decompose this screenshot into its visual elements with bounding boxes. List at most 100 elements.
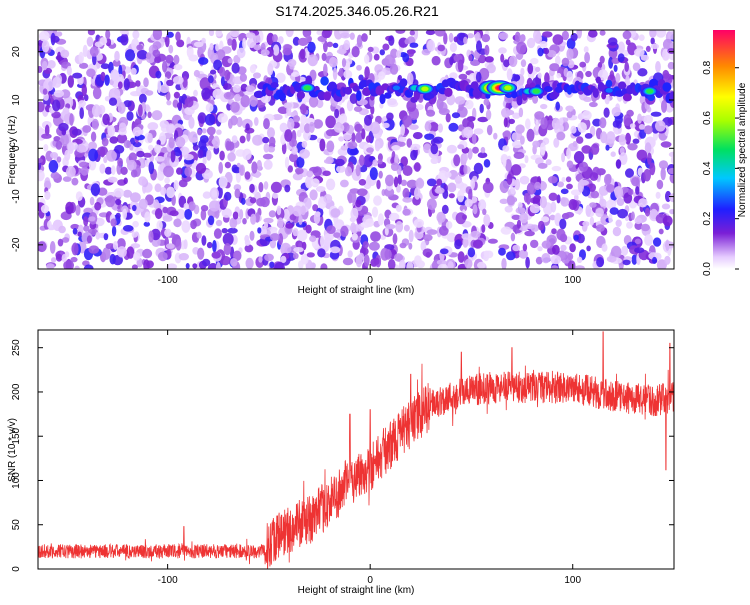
spectrogram-cell (292, 228, 299, 237)
spectrogram-signal-cell (516, 95, 523, 106)
spectrogram-cell (293, 115, 300, 123)
spectrogram-cell (46, 263, 55, 269)
spectrogram-cell (115, 212, 121, 219)
spectrogram-cell (65, 201, 74, 215)
spectrogram-cell (603, 107, 610, 118)
spectrogram-cell (199, 77, 211, 91)
spectrogram-cell (222, 232, 234, 246)
spectrogram-cell (464, 258, 473, 269)
spectrogram-cell (566, 48, 574, 61)
spectrogram-cell (498, 32, 509, 40)
spectrogram-cell (365, 218, 374, 227)
spectrogram-cell (503, 59, 510, 68)
spectrogram-cell (239, 164, 245, 176)
spectrogram-cell (316, 30, 324, 36)
spectrogram-cell (299, 122, 305, 134)
spectrogram-cell (231, 135, 238, 144)
spectrogram-cell (257, 227, 262, 234)
spectrogram-cell (351, 46, 360, 58)
spectrogram-cell (233, 184, 242, 191)
spectrogram-cell (103, 233, 109, 241)
spectrogram-cell (590, 143, 600, 155)
spectrogram-cell (529, 203, 541, 214)
spectrogram-cell (317, 248, 326, 258)
spectrogram-cell (669, 209, 674, 215)
spectrogram-cell (473, 162, 484, 175)
spectrogram-cell (82, 125, 92, 133)
spectrogram-cell (576, 256, 583, 263)
spectrogram-cell (83, 94, 89, 102)
spectrogram-cell (508, 118, 515, 125)
spectrogram-cell (447, 261, 454, 269)
spectrogram-cell (565, 211, 575, 218)
spectrogram-cell (258, 256, 263, 263)
spectrogram-cell (436, 211, 446, 223)
spectrogram-cell (637, 113, 643, 124)
spectrogram-cell (170, 150, 176, 163)
spectrogram-cell (339, 113, 348, 125)
spectrogram-cell (263, 118, 270, 130)
spectrogram-cell (70, 223, 80, 230)
spectrogram-peak (605, 88, 613, 93)
spectrogram-cell (184, 208, 193, 220)
spectrogram-cell (157, 251, 168, 262)
spectrogram-cell (340, 225, 349, 237)
spectrogram-cell (644, 234, 654, 246)
spectrogram-cell (396, 184, 401, 193)
spectrogram-cell (430, 143, 439, 155)
y-tick-label: 0 (11, 566, 22, 572)
x-tick-label: -100 (158, 275, 178, 286)
spectrogram-cell (99, 163, 106, 174)
spectrogram-cell (597, 61, 603, 69)
spectrogram-cell (227, 38, 233, 46)
spectrogram-cell (239, 73, 247, 82)
spectrogram-cell (400, 124, 406, 136)
spectrogram-cell (156, 220, 163, 231)
spectrogram-cell (166, 123, 176, 134)
spectrogram-cell (118, 122, 127, 133)
spectrogram-cell (458, 73, 468, 80)
spectrogram-cell (621, 245, 629, 256)
spectrogram-cell (277, 36, 284, 45)
spectrogram-cell (505, 159, 512, 172)
spectrogram-cell (506, 251, 516, 261)
spectrogram-cell (635, 186, 640, 195)
spectrogram-cell (649, 162, 656, 176)
spectrogram-cell (109, 136, 119, 144)
spectrogram-cell (412, 132, 423, 140)
x-tick-label: 0 (367, 575, 373, 586)
spectrogram-cell (559, 218, 567, 230)
spectrogram-cell (75, 204, 81, 216)
snr-x-ticks: -100 0 100 (158, 330, 582, 586)
spectrogram-cell (535, 66, 541, 73)
spectrogram-cell (230, 101, 240, 113)
spectrogram-cell (272, 44, 280, 56)
spectrogram-cell (523, 193, 529, 203)
spectrogram-cell (148, 161, 155, 175)
spectrogram-cell (119, 30, 129, 35)
spectrogram-cell (640, 223, 651, 232)
spectrogram-cell (356, 34, 363, 48)
spectrogram-signal-cell (511, 90, 518, 99)
spectrogram-cell (618, 134, 627, 146)
spectrogram-cell (209, 43, 214, 51)
spectrogram-cell (326, 41, 333, 48)
spectrogram-cell (172, 75, 184, 85)
spectrogram-cell (470, 178, 476, 190)
spectrogram-cell (406, 138, 413, 148)
spectrogram-cell (574, 194, 579, 202)
spectrogram-cell (197, 129, 203, 136)
spectrogram-cell (267, 146, 275, 153)
spectrogram-cell (553, 137, 560, 148)
spectrogram-cell (82, 44, 88, 58)
spectrogram-cell (328, 56, 338, 68)
spectrogram-cell (472, 204, 478, 215)
spectrogram-cell (300, 103, 307, 115)
spectrogram-cell (325, 115, 336, 129)
spectrogram-cell (667, 61, 674, 70)
y-tick-label: -20 (11, 237, 22, 252)
spectrogram-cell (566, 70, 574, 82)
spectrogram-cell (41, 60, 48, 71)
spectrogram-cell (202, 191, 212, 199)
